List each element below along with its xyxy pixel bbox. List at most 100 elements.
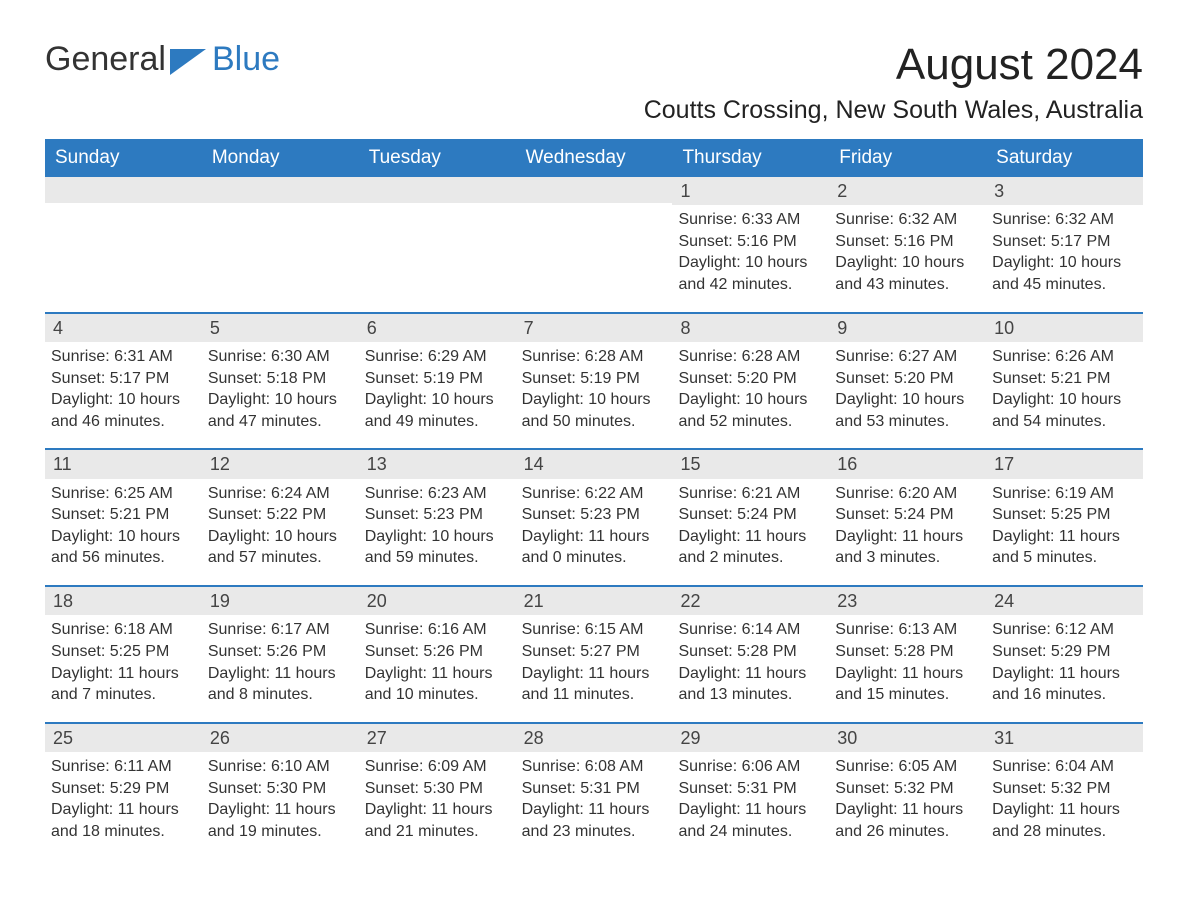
day-number: 31	[986, 724, 1143, 752]
calendar-cell: 22Sunrise: 6:14 AMSunset: 5:28 PMDayligh…	[672, 587, 829, 716]
sunset-line: Sunset: 5:22 PM	[208, 504, 353, 526]
weekday-header: Tuesday	[359, 139, 516, 177]
calendar-cell: 26Sunrise: 6:10 AMSunset: 5:30 PMDayligh…	[202, 724, 359, 853]
sunrise-line: Sunrise: 6:28 AM	[522, 346, 667, 368]
daylight-line: Daylight: 10 hours and 50 minutes.	[522, 389, 667, 432]
day-number: 9	[829, 314, 986, 342]
calendar-cell: 23Sunrise: 6:13 AMSunset: 5:28 PMDayligh…	[829, 587, 986, 716]
day-number: 15	[672, 450, 829, 478]
sunrise-line: Sunrise: 6:13 AM	[835, 619, 980, 641]
sunset-line: Sunset: 5:21 PM	[992, 368, 1137, 390]
sunrise-line: Sunrise: 6:27 AM	[835, 346, 980, 368]
sunrise-line: Sunrise: 6:15 AM	[522, 619, 667, 641]
sunrise-line: Sunrise: 6:21 AM	[678, 483, 823, 505]
sunset-line: Sunset: 5:32 PM	[992, 778, 1137, 800]
sunrise-line: Sunrise: 6:28 AM	[678, 346, 823, 368]
calendar-cell: 9Sunrise: 6:27 AMSunset: 5:20 PMDaylight…	[829, 314, 986, 443]
sunrise-line: Sunrise: 6:08 AM	[522, 756, 667, 778]
weekday-header-row: Sunday Monday Tuesday Wednesday Thursday…	[45, 139, 1143, 177]
calendar-cell: 27Sunrise: 6:09 AMSunset: 5:30 PMDayligh…	[359, 724, 516, 853]
calendar-cell: 3Sunrise: 6:32 AMSunset: 5:17 PMDaylight…	[986, 177, 1143, 306]
day-number: 2	[829, 177, 986, 205]
sunrise-line: Sunrise: 6:16 AM	[365, 619, 510, 641]
sunset-line: Sunset: 5:31 PM	[678, 778, 823, 800]
calendar-cell	[45, 177, 202, 306]
brand-part1: General	[45, 40, 166, 79]
day-number	[202, 177, 359, 203]
weekday-header: Wednesday	[516, 139, 673, 177]
brand-flag-icon	[170, 49, 206, 75]
sunset-line: Sunset: 5:27 PM	[522, 641, 667, 663]
day-number	[45, 177, 202, 203]
daylight-line: Daylight: 10 hours and 53 minutes.	[835, 389, 980, 432]
sunset-line: Sunset: 5:30 PM	[365, 778, 510, 800]
calendar-cell: 18Sunrise: 6:18 AMSunset: 5:25 PMDayligh…	[45, 587, 202, 716]
sunrise-line: Sunrise: 6:31 AM	[51, 346, 196, 368]
sunrise-line: Sunrise: 6:26 AM	[992, 346, 1137, 368]
day-number: 19	[202, 587, 359, 615]
calendar-week: 1Sunrise: 6:33 AMSunset: 5:16 PMDaylight…	[45, 177, 1143, 306]
daylight-line: Daylight: 10 hours and 52 minutes.	[678, 389, 823, 432]
day-number: 29	[672, 724, 829, 752]
day-number: 17	[986, 450, 1143, 478]
calendar-cell: 28Sunrise: 6:08 AMSunset: 5:31 PMDayligh…	[516, 724, 673, 853]
day-number: 27	[359, 724, 516, 752]
calendar-cell: 15 Sunrise: 6:21 AMSunset: 5:24 PMDayligh…	[672, 450, 829, 579]
location-subtitle: Coutts Crossing, New South Wales, Austra…	[45, 96, 1143, 125]
sunrise-line: Sunrise: 6:23 AM	[365, 483, 510, 505]
daylight-line: Daylight: 11 hours and 5 minutes.	[992, 526, 1137, 569]
sunrise-line: Sunrise: 6:10 AM	[208, 756, 353, 778]
daylight-line: Daylight: 10 hours and 56 minutes.	[51, 526, 196, 569]
sunset-line: Sunset: 5:24 PM	[835, 504, 980, 526]
sunset-line: Sunset: 5:26 PM	[208, 641, 353, 663]
daylight-line: Daylight: 10 hours and 42 minutes.	[678, 252, 823, 295]
sunset-line: Sunset: 5:24 PM	[678, 504, 823, 526]
sunset-line: Sunset: 5:31 PM	[522, 778, 667, 800]
day-number: 18	[45, 587, 202, 615]
calendar-cell: 2Sunrise: 6:32 AMSunset: 5:16 PMDaylight…	[829, 177, 986, 306]
day-number: 13	[359, 450, 516, 478]
day-number	[516, 177, 673, 203]
calendar-cell: 11Sunrise: 6:25 AMSunset: 5:21 PMDayligh…	[45, 450, 202, 579]
calendar-cell: 7Sunrise: 6:28 AMSunset: 5:19 PMDaylight…	[516, 314, 673, 443]
day-number: 11	[45, 450, 202, 478]
daylight-line: Daylight: 10 hours and 47 minutes.	[208, 389, 353, 432]
sunrise-line: Sunrise: 6:24 AM	[208, 483, 353, 505]
calendar-cell: 17Sunrise: 6:19 AMSunset: 5:25 PMDayligh…	[986, 450, 1143, 579]
sunrise-line: Sunrise: 6:14 AM	[678, 619, 823, 641]
daylight-line: Daylight: 11 hours and 0 minutes.	[522, 526, 667, 569]
calendar-cell: 19Sunrise: 6:17 AMSunset: 5:26 PMDayligh…	[202, 587, 359, 716]
daylight-line: Daylight: 11 hours and 15 minutes.	[835, 663, 980, 706]
calendar-week: 18Sunrise: 6:18 AMSunset: 5:25 PMDayligh…	[45, 585, 1143, 716]
daylight-line: Daylight: 10 hours and 43 minutes.	[835, 252, 980, 295]
day-number: 14	[516, 450, 673, 478]
day-number: 5	[202, 314, 359, 342]
weekday-header: Friday	[829, 139, 986, 177]
sunrise-line: Sunrise: 6:32 AM	[992, 209, 1137, 231]
calendar-cell: 5Sunrise: 6:30 AMSunset: 5:18 PMDaylight…	[202, 314, 359, 443]
weekday-header: Saturday	[986, 139, 1143, 177]
weekday-header: Monday	[202, 139, 359, 177]
sunset-line: Sunset: 5:17 PM	[51, 368, 196, 390]
sunrise-line: Sunrise: 6:05 AM	[835, 756, 980, 778]
daylight-line: Daylight: 10 hours and 57 minutes.	[208, 526, 353, 569]
page-title: August 2024	[896, 40, 1143, 90]
calendar-cell: 4Sunrise: 6:31 AMSunset: 5:17 PMDaylight…	[45, 314, 202, 443]
sunrise-line: Sunrise: 6:04 AM	[992, 756, 1137, 778]
daylight-line: Daylight: 11 hours and 18 minutes.	[51, 799, 196, 842]
daylight-line: Daylight: 11 hours and 2 minutes.	[678, 526, 823, 569]
day-number: 21	[516, 587, 673, 615]
day-number: 23	[829, 587, 986, 615]
sunset-line: Sunset: 5:19 PM	[365, 368, 510, 390]
sunset-line: Sunset: 5:21 PM	[51, 504, 196, 526]
daylight-line: Daylight: 11 hours and 21 minutes.	[365, 799, 510, 842]
calendar-cell: 1Sunrise: 6:33 AMSunset: 5:16 PMDaylight…	[672, 177, 829, 306]
calendar-cell: 12Sunrise: 6:24 AMSunset: 5:22 PMDayligh…	[202, 450, 359, 579]
calendar-cell	[202, 177, 359, 306]
daylight-line: Daylight: 11 hours and 19 minutes.	[208, 799, 353, 842]
sunrise-line: Sunrise: 6:30 AM	[208, 346, 353, 368]
calendar-cell	[516, 177, 673, 306]
daylight-line: Daylight: 11 hours and 7 minutes.	[51, 663, 196, 706]
sunset-line: Sunset: 5:19 PM	[522, 368, 667, 390]
header-row: General Blue August 2024	[45, 40, 1143, 90]
